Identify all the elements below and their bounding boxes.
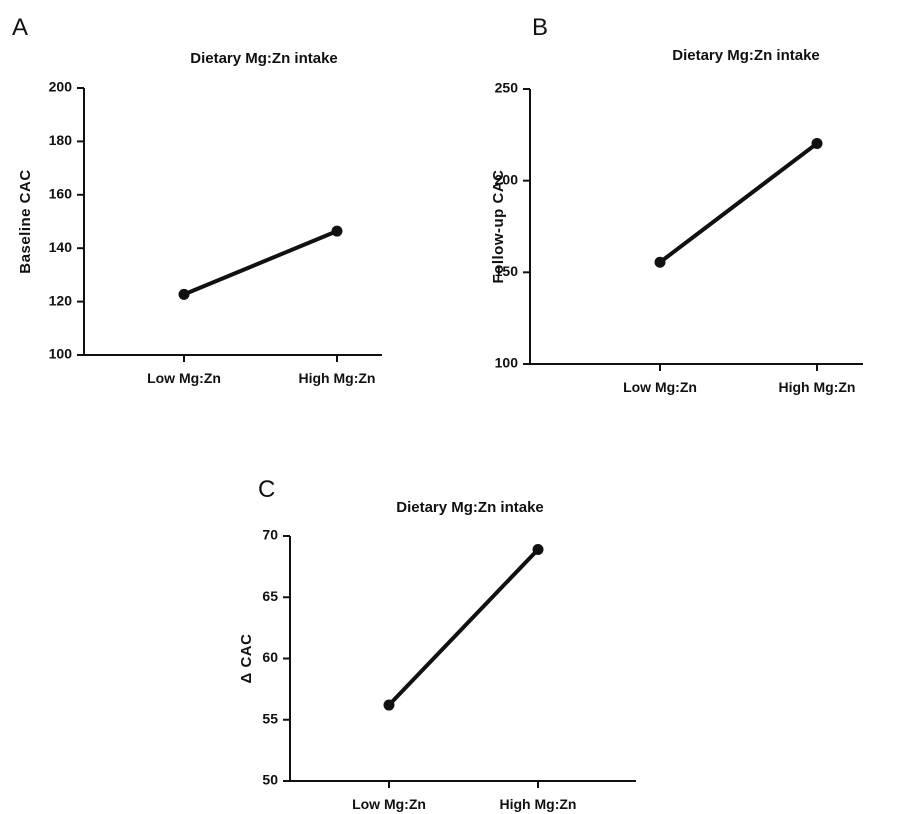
chart-title: Dietary Mg:Zn intake: [190, 50, 338, 67]
data-point: [178, 288, 190, 300]
chart-panel-a: A Dietary Mg:Zn intake Baseline CAC 100 120…: [0, 0, 480, 400]
y-tick-label: 70: [262, 527, 278, 543]
chart-panel-b: B Dietary Mg:Zn intake Follow-up CAC 100 15…: [480, 0, 909, 410]
data-point: [532, 543, 544, 555]
x-tick-label: High Mg:Zn: [299, 370, 376, 386]
series-line: [658, 141, 819, 265]
x-tick-label: High Mg:Zn: [500, 796, 577, 812]
y-tick-label: 200: [49, 79, 73, 95]
y-tick-label: 250: [495, 80, 519, 96]
x-tick-label: High Mg:Zn: [779, 379, 856, 395]
y-tick-label: 60: [262, 649, 278, 665]
panel-letter-a: A: [12, 14, 29, 41]
y-axis-label: Follow-up CAC: [490, 170, 507, 284]
x-tick-label: Low Mg:Zn: [147, 370, 221, 386]
line-chart-svg: Dietary Mg:Zn intake Follow-up CAC 100 150 2…: [490, 47, 863, 395]
chart-title: Dietary Mg:Zn intake: [396, 499, 544, 516]
y-tick-label: 65: [262, 588, 278, 604]
y-tick-label: 120: [49, 292, 73, 308]
y-tick-label: 55: [262, 710, 278, 726]
data-point: [654, 256, 666, 268]
y-axis-label: Baseline CAC: [17, 169, 34, 273]
y-tick-label: 160: [49, 186, 73, 202]
y-tick-label: 100: [495, 355, 519, 371]
y-tick-label: 100: [49, 346, 73, 362]
line-chart-svg: Dietary Mg:Zn intake Baseline CAC 100 120 14…: [17, 50, 382, 386]
y-tick-label: 200: [495, 171, 519, 187]
x-tick-label: Low Mg:Zn: [623, 379, 697, 395]
panel-letter-c: C: [258, 476, 276, 503]
series-line: [387, 547, 540, 708]
y-tick-label: 150: [495, 263, 519, 279]
y-tick-label: 180: [49, 132, 73, 148]
data-point: [331, 225, 343, 237]
data-point: [811, 137, 823, 149]
x-tick-label: Low Mg:Zn: [352, 796, 426, 812]
chart-title: Dietary Mg:Zn intake: [672, 47, 820, 64]
chart-panel-c: C Dietary Mg:Zn intake Δ CAC 50 55 60 65 70 Low…: [238, 460, 680, 814]
series-line: [182, 229, 339, 297]
y-tick-label: 140: [49, 239, 73, 255]
panel-letter-b: B: [532, 14, 549, 41]
data-point: [383, 699, 395, 711]
line-chart-svg: Dietary Mg:Zn intake Δ CAC 50 55 60 65 70 Low M…: [238, 499, 636, 812]
y-tick-label: 50: [262, 772, 278, 788]
y-axis-label: Δ CAC: [238, 634, 255, 684]
